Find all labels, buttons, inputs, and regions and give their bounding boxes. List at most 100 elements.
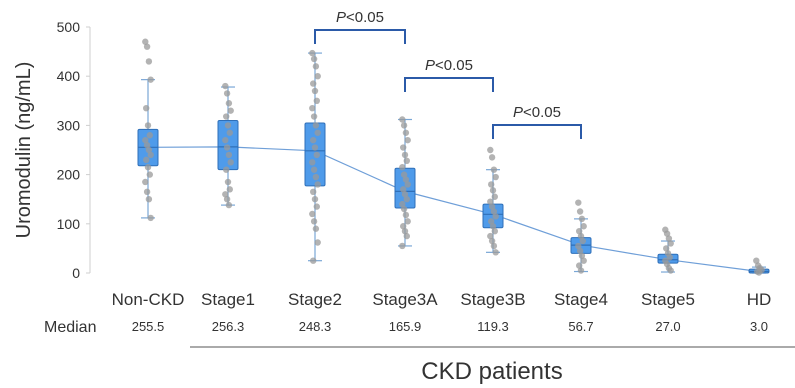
data-point <box>310 188 317 196</box>
data-point <box>400 171 408 178</box>
category-label: Stage3B <box>460 290 525 309</box>
data-point <box>580 257 587 264</box>
data-point <box>491 227 498 235</box>
data-point <box>663 230 671 237</box>
data-point <box>489 223 497 230</box>
y-tick-label: 200 <box>57 167 81 183</box>
data-point <box>223 196 231 203</box>
data-point <box>404 218 411 225</box>
data-point <box>492 173 499 181</box>
data-point <box>399 116 406 123</box>
median-trend-polyline <box>147 146 760 273</box>
data-point <box>310 113 318 120</box>
data-point <box>488 181 495 188</box>
y-tick-label: 400 <box>57 68 81 84</box>
significance-brackets: P<0.05P<0.05P<0.05 <box>314 9 582 139</box>
data-point <box>404 136 411 144</box>
p-threshold: <0.05 <box>346 9 384 26</box>
data-point <box>310 136 317 144</box>
data-points <box>142 38 765 276</box>
data-point <box>403 196 410 203</box>
data-point <box>309 49 316 57</box>
data-point <box>147 151 154 159</box>
data-point <box>578 252 586 259</box>
data-point <box>401 227 409 235</box>
data-point <box>227 159 234 166</box>
category-label: Stage3A <box>372 290 438 309</box>
p-symbol: P <box>336 9 346 26</box>
data-point <box>576 208 584 215</box>
data-point <box>401 151 409 159</box>
significance-bracket <box>314 29 406 44</box>
data-point <box>490 242 498 250</box>
data-point <box>578 215 586 223</box>
median-value: 165.9 <box>389 319 422 334</box>
category-label: HD <box>747 290 772 309</box>
data-point <box>309 159 316 166</box>
data-point <box>575 242 582 250</box>
median-value: 56.7 <box>568 319 593 334</box>
data-point <box>575 199 582 206</box>
category-label: Stage2 <box>288 290 342 309</box>
data-point <box>313 151 320 159</box>
data-point <box>223 90 231 97</box>
data-point <box>399 164 406 171</box>
data-point <box>144 164 152 171</box>
data-point <box>753 257 760 264</box>
data-point <box>577 267 585 274</box>
data-point <box>403 157 410 165</box>
data-point <box>225 100 233 107</box>
median-value: 256.3 <box>212 319 245 334</box>
category-label: Stage4 <box>554 290 608 309</box>
data-point <box>314 181 321 188</box>
median-value: 119.3 <box>477 319 509 334</box>
data-point <box>400 122 408 129</box>
data-point <box>400 205 408 213</box>
significance-bracket <box>404 77 494 92</box>
data-point <box>580 223 587 230</box>
data-point <box>400 223 407 230</box>
data-point <box>488 218 495 225</box>
data-point <box>146 132 153 139</box>
median-row-title: Median <box>44 319 96 336</box>
data-point <box>491 193 498 200</box>
data-point <box>222 82 229 90</box>
data-point <box>143 141 151 149</box>
data-point <box>145 58 153 65</box>
data-point <box>490 166 498 173</box>
data-point <box>402 176 410 183</box>
data-point <box>487 198 494 205</box>
y-tick-label: 300 <box>57 117 81 133</box>
significance-label: P<0.05 <box>425 57 473 74</box>
data-point <box>487 232 494 240</box>
data-point <box>310 218 318 225</box>
data-point <box>492 213 499 220</box>
data-point <box>223 166 230 173</box>
data-point <box>665 235 673 242</box>
data-point <box>579 237 586 245</box>
data-point <box>487 146 494 154</box>
data-point <box>312 63 320 70</box>
y-ticks: 0 100 200 300 400 500 <box>57 19 90 281</box>
data-point <box>227 107 234 114</box>
data-point <box>226 186 233 193</box>
significance-label: P<0.05 <box>336 9 384 26</box>
data-point <box>224 178 232 186</box>
data-point <box>490 208 498 215</box>
data-point <box>223 144 231 151</box>
data-point <box>576 247 584 255</box>
data-point <box>309 104 316 112</box>
data-point <box>225 201 233 209</box>
ckd-group-label: CKD patients <box>421 358 562 385</box>
data-point <box>224 122 232 129</box>
data-point <box>755 269 763 276</box>
data-point <box>576 262 583 269</box>
y-tick-label: 500 <box>57 19 81 35</box>
data-point <box>313 97 320 105</box>
median-row: Median 255.5 256.3 248.3 165.9 119.3 56.7 27.0 3… <box>44 319 768 336</box>
median-value: 27.0 <box>655 319 680 334</box>
y-tick-label: 100 <box>57 216 81 232</box>
data-point <box>314 73 321 80</box>
category-label: Stage5 <box>641 290 695 309</box>
data-point <box>147 214 154 222</box>
